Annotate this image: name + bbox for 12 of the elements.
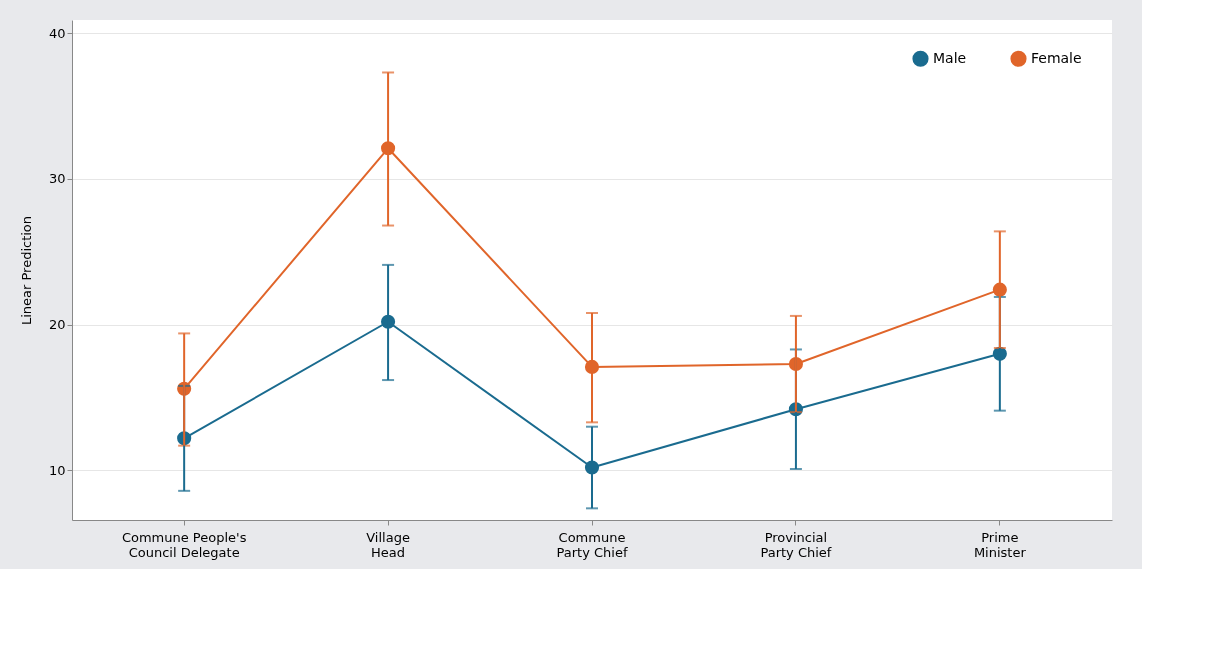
legend-label: Male [933,49,967,66]
x-tick-label: Commune Party Chief [556,529,628,560]
y-tick-label: 20 [48,317,66,333]
y-tick-label: 40 [48,25,66,41]
y-axis-title: Linear Prediction [18,215,34,326]
y-tick-label: 10 [48,462,66,478]
x-tick-label: Prime Minister [973,529,1027,560]
legend-label: Female [1031,49,1082,66]
x-tick-label: Provincial Party Chief [760,529,832,560]
x-tick-label: Commune People's Council Delegate [121,529,247,560]
x-tick-label: Village Head [366,529,410,560]
y-tick-label: 30 [48,171,66,187]
